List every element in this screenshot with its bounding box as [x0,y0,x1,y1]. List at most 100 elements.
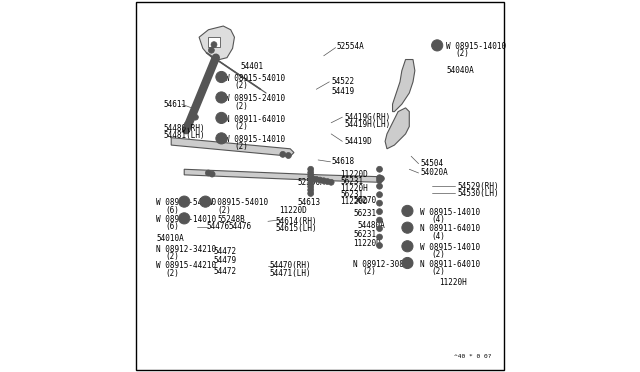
Circle shape [308,183,314,189]
Text: W 08915-54010: W 08915-54010 [225,74,285,83]
Text: 11220H: 11220H [439,278,467,287]
Circle shape [376,177,383,183]
Text: 54419D: 54419D [344,137,372,146]
Text: W: W [404,260,410,266]
Polygon shape [184,169,380,182]
Text: W 08915-14010: W 08915-14010 [420,243,481,252]
Circle shape [216,71,227,83]
Text: W 08915-14010: W 08915-14010 [420,208,481,217]
Text: 11220H: 11220H [340,184,368,193]
Text: (2): (2) [234,81,248,90]
Circle shape [378,176,385,182]
Text: W: W [203,199,208,204]
Text: (2): (2) [456,49,470,58]
Text: W 08915-44210: W 08915-44210 [156,262,216,270]
Text: 54476: 54476 [229,222,252,231]
Text: 54470(RH): 54470(RH) [270,262,312,270]
Circle shape [376,183,383,189]
Text: 11220D: 11220D [340,170,368,179]
Text: W: W [219,74,224,80]
Text: 54472: 54472 [214,247,237,256]
Text: 54401: 54401 [240,62,263,71]
Circle shape [328,179,334,185]
Polygon shape [172,138,294,156]
Circle shape [285,153,291,158]
Text: 55248B: 55248B [218,215,246,224]
Circle shape [308,170,314,176]
Text: (2): (2) [234,122,248,131]
Text: 54010A: 54010A [156,234,184,243]
Text: (2): (2) [431,267,445,276]
Text: 54472: 54472 [214,267,237,276]
Text: 11220D: 11220D [340,197,368,206]
Text: 11220D: 11220D [279,206,307,215]
Text: 54614(RH): 54614(RH) [275,217,317,226]
Circle shape [308,180,314,186]
Text: 54504: 54504 [420,159,444,168]
Circle shape [310,176,316,182]
Text: (2): (2) [234,142,248,151]
Circle shape [205,170,211,176]
Text: 54611: 54611 [163,100,186,109]
Circle shape [376,234,383,240]
Circle shape [308,187,314,193]
Text: 56231: 56231 [340,177,364,186]
Text: 54529(RH): 54529(RH) [458,182,499,190]
Text: (2): (2) [218,206,232,215]
Text: 52550A: 52550A [298,178,325,187]
Text: (2): (2) [166,252,179,261]
Circle shape [402,222,413,233]
Text: 56231: 56231 [353,230,376,239]
Circle shape [200,196,211,207]
Polygon shape [209,37,220,46]
Text: W 08915-14010: W 08915-14010 [225,135,285,144]
Text: 54419: 54419 [331,87,355,96]
Text: 52554A: 52554A [337,42,365,51]
Circle shape [321,178,326,184]
Circle shape [308,173,314,179]
Circle shape [324,179,330,185]
Text: N 08911-64010: N 08911-64010 [420,260,481,269]
Circle shape [179,196,190,207]
Circle shape [216,112,227,124]
Text: 54522: 54522 [331,77,355,86]
Circle shape [376,175,383,181]
Text: (2): (2) [166,269,179,278]
Text: 54618: 54618 [331,157,355,166]
Text: W: W [219,115,224,121]
Text: (2): (2) [363,267,377,276]
Text: 54471(LH): 54471(LH) [270,269,312,278]
Text: W: W [219,95,224,100]
Text: W: W [435,43,440,48]
Circle shape [376,200,383,206]
Circle shape [317,177,323,183]
Polygon shape [385,108,410,149]
Text: (2): (2) [431,250,445,259]
Text: W: W [404,208,410,214]
Circle shape [402,205,413,217]
Text: W: W [404,225,410,230]
Circle shape [280,151,286,157]
Circle shape [193,114,198,120]
Circle shape [314,176,319,182]
Circle shape [216,133,227,144]
Circle shape [184,122,190,128]
Text: W 08915-54010: W 08915-54010 [209,198,269,207]
Text: 54419H(LH): 54419H(LH) [344,120,390,129]
Text: (4): (4) [431,215,445,224]
Circle shape [376,192,383,198]
Text: 54530(LH): 54530(LH) [458,189,499,198]
Text: W: W [182,216,187,221]
Text: W 08915-54010: W 08915-54010 [156,198,216,207]
Text: 56231: 56231 [353,209,376,218]
Circle shape [376,243,383,248]
Text: 11220D: 11220D [353,239,381,248]
Circle shape [211,42,217,48]
Circle shape [376,166,383,172]
Text: ^40 * 0 0?: ^40 * 0 0? [454,354,491,359]
Circle shape [308,166,314,172]
Text: 54479: 54479 [214,256,237,265]
Text: 54419G(RH): 54419G(RH) [344,113,390,122]
Text: N 08911-64010: N 08911-64010 [420,224,481,233]
Text: W: W [182,199,187,204]
